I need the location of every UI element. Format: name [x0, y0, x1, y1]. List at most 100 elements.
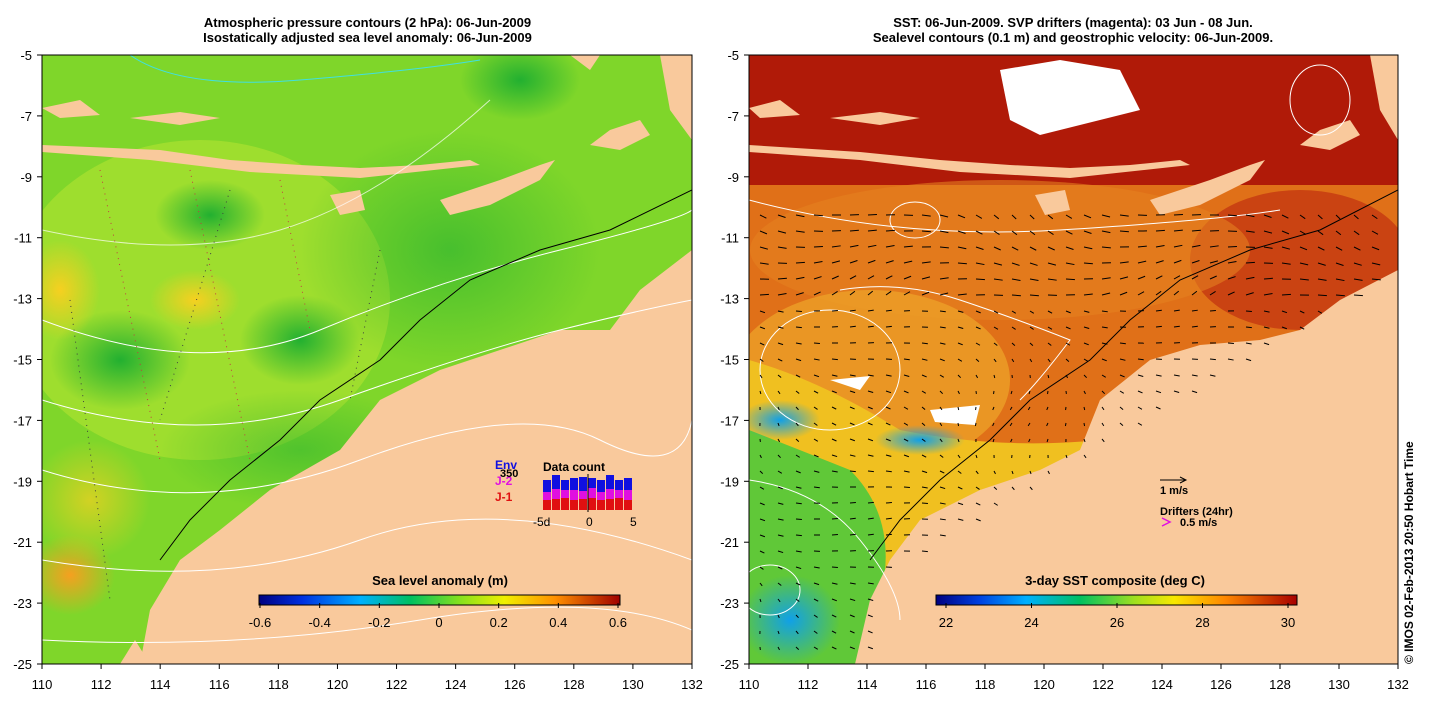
inset-bar-env	[597, 480, 605, 492]
velocity-legend: 1 m/s Drifters (24hr) 0.5 m/s	[1160, 476, 1233, 529]
y-tick-label: -25	[720, 657, 739, 672]
x-tick-label: 114	[150, 677, 171, 692]
inset-bar-j1	[624, 500, 632, 510]
x-tick-label: 110	[32, 677, 53, 692]
drifters-scale-label: 0.5 m/s	[1180, 517, 1217, 529]
velocity-scale-label: 1 m/s	[1160, 485, 1188, 497]
sla-colorbar: Sea level anomaly (m) -0.6 -0.4 -0.2 0 0.2 0.…	[249, 573, 627, 630]
inset-bar-j1	[543, 500, 551, 510]
x-tick-label: 118	[975, 677, 996, 692]
drifters-label: Drifters (24hr)	[1160, 506, 1233, 518]
colorbar-tick-label: 30	[1281, 615, 1295, 630]
inset-bar-env	[570, 478, 578, 490]
inset-bar-j2	[606, 489, 614, 499]
x-tick-label: 114	[857, 677, 878, 692]
inset-bar-env	[624, 478, 632, 490]
drifter-arrow-icon	[1161, 517, 1172, 527]
y-tick-label: -11	[14, 231, 32, 246]
inset-bar-j1	[615, 498, 623, 510]
x-tick-label: 120	[327, 677, 349, 692]
imos-credit: © IMOS 02-Feb-2013 20:50 Hobart Time	[1402, 441, 1416, 664]
y-tick-label: -21	[720, 535, 739, 550]
inset-bar-j2	[588, 488, 596, 498]
inset-bar-env	[561, 480, 569, 490]
y-tick-label: -21	[13, 535, 32, 550]
x-tick-label: 132	[1387, 677, 1409, 692]
x-tick-label: 124	[445, 677, 467, 692]
colorbar-tick-label: -0.4	[308, 615, 330, 630]
x-tick-label: 118	[268, 677, 289, 692]
inset-bar-j1	[570, 500, 578, 510]
colorbar-tick-label: 26	[1110, 615, 1124, 630]
y-tick-label: -9	[20, 170, 32, 185]
inset-bar-j2	[552, 489, 560, 499]
inset-bar-j2	[561, 490, 569, 498]
y-tick-label: -7	[727, 109, 739, 124]
y-tick-label: -17	[720, 413, 739, 428]
inset-tick-minus5: -5d	[533, 515, 550, 529]
inset-bar-j2	[615, 490, 623, 498]
colorbar-tick-label: 0	[435, 615, 442, 630]
y-tick-label: -13	[13, 292, 32, 307]
inset-bars	[543, 474, 632, 512]
y-tick-label: -5	[20, 48, 32, 63]
y-tick-label: -5	[727, 48, 739, 63]
inset-legend-j1: J-1	[495, 490, 513, 504]
inset-bar-env	[588, 478, 596, 488]
inset-bar-j1	[561, 498, 569, 510]
colorbar-tick-label: 28	[1195, 615, 1209, 630]
right-title-line1: SST: 06-Jun-2009. SVP drifters (magenta)…	[893, 15, 1253, 30]
inset-bar-j1	[606, 499, 614, 510]
inset-title: Data count	[543, 460, 605, 474]
inset-bar-j2	[597, 492, 605, 500]
sst-colorbar: 3-day SST composite (deg C) 22 24 26 28 30	[935, 573, 1298, 630]
inset-tick-0: 0	[586, 515, 593, 529]
inset-bar-j1	[597, 500, 605, 510]
inset-bar-env	[615, 480, 623, 490]
y-tick-label: -7	[20, 109, 32, 124]
colorbar-tick-label: 0.6	[609, 615, 627, 630]
x-tick-label: 116	[209, 677, 230, 692]
colorbar-tick-label: -0.6	[249, 615, 271, 630]
x-tick-label: 126	[504, 677, 526, 692]
x-tick-label: 128	[1269, 677, 1291, 692]
inset-legend-env: Env	[495, 458, 517, 472]
x-tick-label: 132	[681, 677, 703, 692]
inset-bar-env	[543, 480, 551, 492]
colorbar-tick-label: 24	[1024, 615, 1038, 630]
inset-bar-j1	[579, 499, 587, 510]
x-tick-label: 126	[1210, 677, 1232, 692]
left-title-line2: Isostatically adjusted sea level anomaly…	[203, 30, 532, 45]
x-tick-label: 130	[622, 677, 644, 692]
inset-bar-j2	[579, 491, 587, 499]
colorbar-tick-label: 22	[939, 615, 953, 630]
sla-colorbar-label: Sea level anomaly (m)	[372, 573, 508, 588]
left-map-title: Atmospheric pressure contours (2 hPa): 0…	[40, 15, 695, 45]
colorbar-tick-label: 0.4	[549, 615, 567, 630]
y-tick-label: -11	[721, 231, 739, 246]
y-tick-label: -25	[13, 657, 32, 672]
y-tick-label: -13	[720, 292, 739, 307]
inset-bar-j2	[570, 490, 578, 500]
x-tick-label: 110	[739, 677, 760, 692]
right-map-title: SST: 06-Jun-2009. SVP drifters (magenta)…	[748, 15, 1398, 45]
sst-colorbar-label: 3-day SST composite (deg C)	[1025, 573, 1205, 588]
inset-bar-j1	[552, 499, 560, 510]
colorbar-tick-label: 0.2	[490, 615, 508, 630]
colorbar-tick-label: -0.2	[368, 615, 390, 630]
inset-bar-j1	[588, 498, 596, 510]
y-tick-label: -23	[13, 596, 32, 611]
y-tick-label: -23	[720, 596, 739, 611]
x-tick-label: 120	[1033, 677, 1055, 692]
inset-count-label: 350	[500, 468, 518, 480]
inset-bar-env	[579, 477, 587, 491]
x-tick-label: 122	[1092, 677, 1114, 692]
x-tick-label: 112	[798, 677, 819, 692]
inset-legend-j2: J-2	[495, 474, 513, 488]
y-tick-label: -9	[727, 170, 739, 185]
y-tick-label: -19	[720, 474, 739, 489]
inset-bar-j2	[543, 492, 551, 500]
y-tick-label: -15	[720, 353, 739, 368]
sst-map	[749, 55, 1398, 664]
